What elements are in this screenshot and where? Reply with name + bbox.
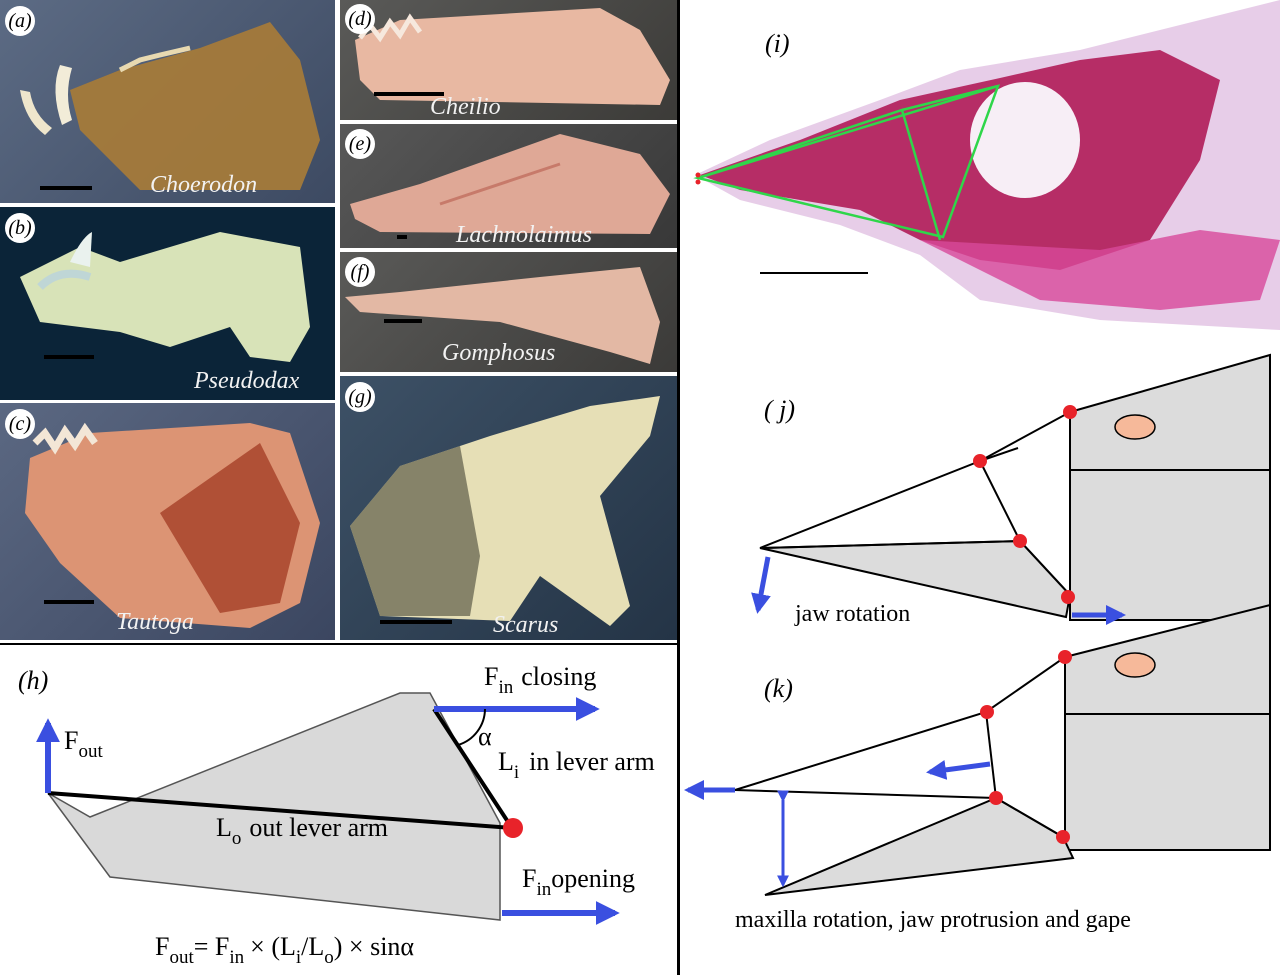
maxilla-arrow — [926, 759, 991, 780]
in-lever-line — [432, 707, 514, 830]
genus-label-scarus: Scarus — [493, 612, 559, 638]
jaw-joint — [503, 818, 523, 838]
alpha-label: α — [478, 722, 492, 751]
f-in-closing-label: Fin closing — [484, 662, 596, 698]
photo-panel-g: (g) Scarus — [340, 376, 677, 640]
joint — [1058, 650, 1072, 664]
jaw-rotation-diagram-j: ( j) jaw rotation — [751, 353, 1271, 627]
panel-label-h: (h) — [18, 666, 48, 695]
f-out-label: Fout — [64, 726, 103, 762]
li-label: Li in lever arm — [498, 747, 655, 783]
joint — [980, 705, 994, 719]
photo-panel-d: (d) Cheilio — [340, 0, 677, 120]
genus-label-cheilio: Cheilio — [430, 94, 501, 120]
choerodon-jaw-photo — [20, 22, 320, 190]
panel-label-e: (e) — [345, 129, 375, 159]
joint — [989, 791, 1003, 805]
joint — [1013, 534, 1027, 548]
genus-label-gomphosus: Gomphosus — [442, 340, 556, 366]
panel-label-d: (d) — [345, 4, 375, 34]
horizontal-divider — [0, 643, 677, 645]
panel-label-b: (b) — [5, 213, 35, 243]
jaw-protrusion-diagram-k: (k) maxilla rotation, jaw protrusion and… — [684, 603, 1271, 933]
scale-bar — [397, 235, 407, 239]
panel-label-f: (f) — [345, 257, 375, 287]
photo-panel-e: (e) Lachnolaimus — [340, 124, 677, 248]
tautoga-jaw-photo — [25, 422, 320, 628]
photo-panel-c: (c) Tautoga — [0, 403, 335, 640]
lever-diagram-h: (h) Fout Fin closing α Li in lever arm Lo o… — [18, 662, 655, 968]
scale-bar — [374, 92, 444, 96]
pseudodax-jaw-photo — [20, 232, 310, 362]
photo-panel-a: (a) Choerodon — [0, 0, 335, 203]
panel-label-j: ( j) — [764, 395, 795, 424]
gomphosus-jaw-photo — [345, 267, 660, 364]
photo-panel-f: (f) Gomphosus — [340, 252, 677, 372]
jaw-shape — [47, 692, 501, 921]
scarus-jaw-photo — [350, 396, 660, 626]
joint — [973, 454, 987, 468]
lachnolaimus-jaw-photo — [350, 134, 670, 234]
stained-skull-photo-i: (i) — [693, 0, 1280, 330]
out-lever-line — [47, 791, 513, 830]
jaw-rotation-caption: jaw rotation — [794, 601, 910, 627]
protrusion-caption: maxilla rotation, jaw protrusion and gap… — [735, 907, 1131, 933]
eye — [1114, 652, 1156, 678]
panel-label-k: (k) — [764, 674, 793, 703]
cheilio-jaw-photo — [355, 8, 670, 105]
scale-bar — [384, 319, 422, 323]
genus-label-lachnolaimus: Lachnolaimus — [456, 222, 593, 248]
panel-label-i: (i) — [765, 29, 790, 58]
lever-formula: Fout= Fin × (Li/Lo) × sinα — [155, 932, 414, 968]
panel-label-g: (g) — [345, 382, 375, 412]
joint — [1056, 830, 1070, 844]
genus-label-choerodon: Choerodon — [150, 172, 258, 198]
jaw-rotation-arrow — [751, 556, 771, 614]
eye — [1114, 414, 1156, 440]
alpha-arc — [457, 708, 486, 746]
genus-label-tautoga: Tautoga — [116, 609, 194, 635]
vertical-divider — [677, 0, 680, 975]
joint — [1061, 590, 1075, 604]
f-in-opening-label: Finopening — [522, 864, 635, 900]
panel-label-a: (a) — [5, 6, 35, 36]
scale-bar — [44, 355, 94, 359]
lo-label: Lo out lever arm — [216, 813, 388, 849]
scale-bar — [380, 620, 452, 624]
photo-panel-b: (b) Pseudodax — [0, 207, 335, 400]
scale-bar — [44, 600, 94, 604]
panel-label-c: (c) — [5, 409, 35, 439]
joint — [1063, 405, 1077, 419]
scale-bar — [40, 186, 92, 190]
genus-label-pseudodax: Pseudodax — [194, 368, 300, 394]
